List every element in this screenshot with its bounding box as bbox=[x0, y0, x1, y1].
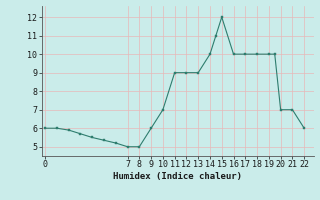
X-axis label: Humidex (Indice chaleur): Humidex (Indice chaleur) bbox=[113, 172, 242, 181]
